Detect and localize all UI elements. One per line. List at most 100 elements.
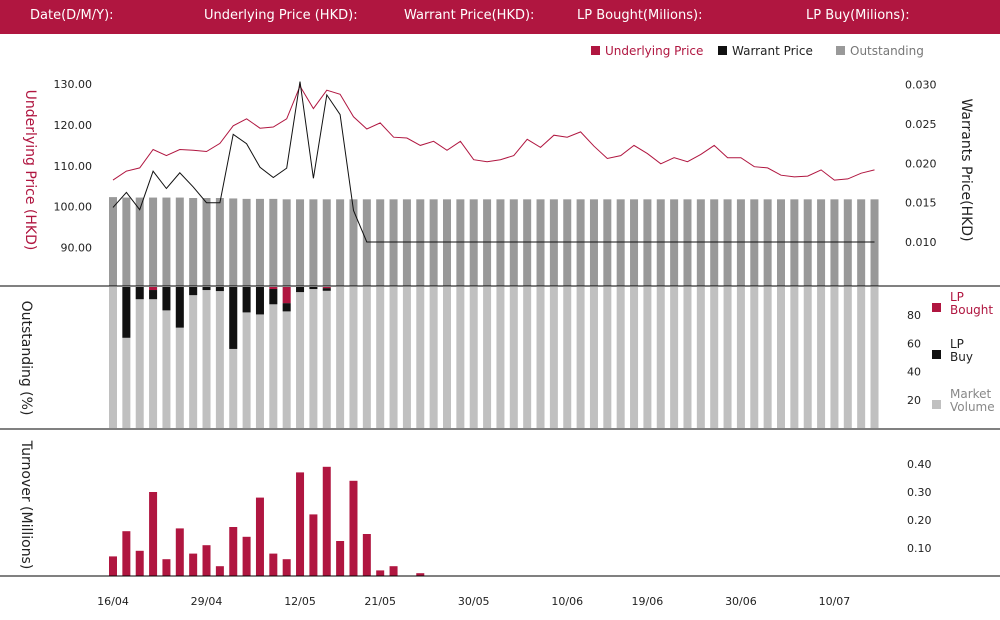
outstanding-bar-upper [122,198,130,286]
market-volume-bar [577,287,585,428]
market-volume-bar [349,287,357,428]
x-axis-date-label: 16/04 [97,595,129,608]
market-volume-bar [363,287,371,428]
outstanding-bar-upper [269,199,277,286]
turnover-tick-label: 0.40 [907,458,932,471]
market-volume-bar [523,287,531,428]
legend-swatch-mid [932,350,941,359]
market-volume-bar [697,287,705,428]
market-volume-bar [617,287,625,428]
outstanding-bar-upper [283,199,291,286]
outstanding-bar-upper [309,199,317,286]
outstanding-bar-upper [349,199,357,286]
lp-bought-bar [149,287,157,290]
outstanding-bar-upper [844,199,852,286]
legend-swatch-top [591,46,600,55]
outstanding-bar-upper [416,199,424,286]
x-axis-date-label: 30/05 [458,595,490,608]
turnover-bar [376,570,384,576]
market-volume-bar [683,287,691,428]
x-axis-date-label: 29/04 [191,595,223,608]
lp-buy-bar [269,289,277,304]
date-label: Date(D/M/Y): [30,8,114,23]
legend-swatch-top [836,46,845,55]
outstanding-bar-upper [483,199,491,286]
market-volume-bar [563,287,571,428]
outstanding-tick-label: 80 [907,309,921,322]
outstanding-bar-upper [430,199,438,286]
turnover-bar [176,528,184,576]
outstanding-bar-upper [750,199,758,286]
market-volume-bar [296,287,304,428]
outstanding-bar-upper [817,199,825,286]
outstanding-tick-label: 60 [907,337,921,350]
legend-swatch-mid [932,400,941,409]
market-volume-bar [750,287,758,428]
lp-buy-label: LP Buy(Milions): [806,8,910,23]
underlying-price-label: Underlying Price (HKD): [204,8,358,23]
warrant-chart: Underlying Price Warrant Price Outstanding… [0,34,1000,620]
turnover-bar [216,566,224,576]
outstanding-bar-upper [550,199,558,286]
market-volume-bar [804,287,812,428]
outstanding-bar-upper [857,199,865,286]
turnover-bar [149,492,157,576]
market-volume-bar [403,287,411,428]
turnover-bar [309,514,317,576]
turnover-bar [203,545,211,576]
outstanding-bar-upper [670,199,678,286]
warrant-price-label: Warrant Price(HKD): [404,8,534,23]
market-volume-bar [844,287,852,428]
legend-swatch-top [718,46,727,55]
outstanding-bar-upper [710,199,718,286]
outstanding-bar-upper [643,199,651,286]
lp-bought-bar [323,287,331,288]
underlying-tick-label: 100.00 [54,201,93,214]
lp-bought-bar [269,287,277,289]
outstanding-bar-upper [563,199,571,286]
market-volume-bar [550,287,558,428]
outstanding-bar-upper [456,199,464,286]
outstanding-bar-upper [630,199,638,286]
outstanding-bar-upper [804,199,812,286]
lp-buy-bar [243,287,251,312]
outstanding-bar-upper [336,199,344,286]
outstanding-bar-upper [830,199,838,286]
x-axis-date-label: 10/07 [819,595,851,608]
underlying-tick-label: 120.00 [54,119,93,132]
outstanding-bar-upper [216,198,224,286]
outstanding-bar-upper [617,199,625,286]
outstanding-bar-upper [403,199,411,286]
outstanding-bar-upper [871,199,879,286]
market-volume-bar [790,287,798,428]
market-volume-bar [483,287,491,428]
market-volume-bar [136,287,144,428]
turnover-bar [349,481,357,576]
outstanding-tick-label: 40 [907,366,921,379]
warrant-tick-label: 0.015 [905,197,937,210]
underlying-axis-title: Underlying Price (HKD) [22,90,38,251]
outstanding-bar-upper [203,198,211,286]
market-volume-bar [189,287,197,428]
outstanding-bar-upper [149,198,157,286]
outstanding-bar-upper [229,198,237,286]
x-axis-date-label: 10/06 [551,595,583,608]
turnover-bar [162,559,170,576]
lp-buy-bar [136,287,144,299]
lp-buy-bar [149,290,157,299]
market-volume-bar [603,287,611,428]
turnover-bar [390,566,398,576]
outstanding-bar-upper [724,199,732,286]
legend-label-mid: LP Buy [950,337,973,364]
outstanding-bar-upper [243,199,251,286]
outstanding-bar-upper [136,198,144,286]
underlying-tick-label: 130.00 [54,78,93,91]
warrant-tick-label: 0.025 [905,118,937,131]
x-axis-date-label: 19/06 [632,595,664,608]
outstanding-bar-upper [537,199,545,286]
warrant-price-line [113,82,875,242]
turnover-tick-label: 0.20 [907,514,932,527]
outstanding-bar-upper [577,199,585,286]
turnover-bar [189,554,197,576]
market-volume-bar [537,287,545,428]
